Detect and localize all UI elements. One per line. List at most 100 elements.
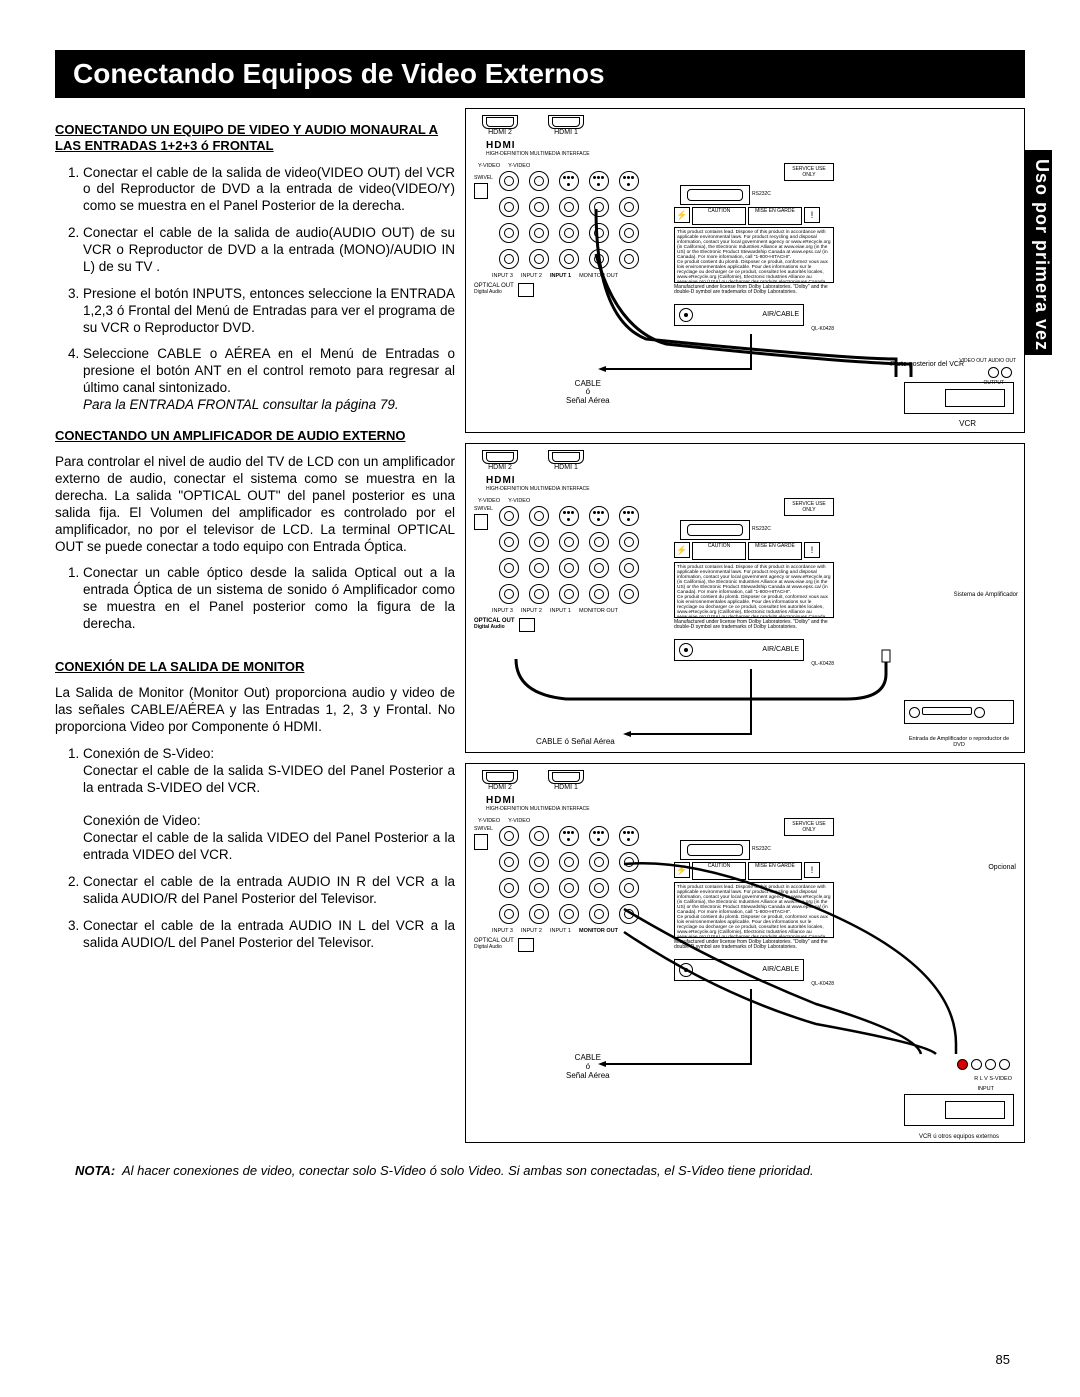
lbl: Y-VIDEO [478, 163, 500, 169]
lbl: INPUT 1 [550, 608, 571, 614]
lbl: Sistema de Amplificador [954, 592, 1018, 598]
lbl: Y-VIDEO [508, 163, 530, 169]
hdmi-sub: HIGH-DEFINITION MULTIMEDIA INTERFACE [486, 151, 1016, 157]
lbl: INPUT 3 [492, 273, 513, 279]
page-number: 85 [996, 1352, 1010, 1367]
hdmi-port [482, 115, 518, 129]
lbl: INPUT 3 [492, 608, 513, 614]
lbl: HDMI 1 [548, 464, 584, 471]
lbl: Manufactured under license from Dolby La… [674, 940, 834, 951]
content-area: CONECTANDO UN EQUIPO DE VIDEO Y AUDIO MO… [55, 108, 1025, 1153]
lbl: CABLE [575, 379, 601, 388]
optical-port [518, 283, 534, 297]
step-note: Para la ENTRADA FRONTAL consultar la pág… [83, 397, 399, 412]
hdmi-logo: HDMI [486, 140, 1016, 151]
lbl: MONITOR OUT [579, 608, 618, 614]
lbl: SERVICE USE ONLY [784, 498, 834, 516]
lbl: R L V S-VIDEO [974, 1076, 1012, 1082]
lbl: RS232C [752, 846, 771, 852]
section1-steps: Conectar el cable de la salida de video(… [55, 165, 455, 414]
step: Conectar el cable de la entrada AUDIO IN… [83, 918, 455, 952]
lbl: RS232C [752, 526, 771, 532]
diagram-3: HDMI 2 HDMI 1 HDMI HIGH-DEFINITION MULTI… [465, 763, 1025, 1143]
lbl: RS232C [752, 191, 771, 197]
lbl: QL-K0428 [674, 661, 834, 667]
lbl: Digital Audio [474, 944, 514, 950]
service-box: SERVICE USE ONLY [784, 163, 834, 181]
warning-icon: ⚡ [674, 207, 690, 223]
fine-print: This product contains lead. Dispose of t… [674, 227, 834, 283]
part-num: QL-K0428 [674, 326, 834, 332]
lbl: AUDIO OUT [988, 358, 1016, 364]
text-column: CONECTANDO UN EQUIPO DE VIDEO Y AUDIO MO… [55, 108, 455, 1153]
lbl: SWIVEL [474, 506, 493, 512]
lbl: VCR ú otros equipos externos [904, 1134, 1014, 1140]
lbl: HDMI 2 [482, 464, 518, 471]
lbl: VCR [959, 419, 976, 428]
lbl: Y-VIDEO [508, 818, 530, 824]
rca-r [957, 1059, 968, 1070]
lbl: Opcional [988, 864, 1016, 871]
lbl: HIGH-DEFINITION MULTIMEDIA INTERFACE [486, 806, 1016, 812]
rca-jack [1001, 367, 1012, 378]
lbl: AIR/CABLE [762, 646, 799, 653]
caution-box: MISE EN GARDE [748, 207, 802, 225]
port-grid [499, 171, 645, 271]
lbl: INPUT 1 [550, 928, 571, 934]
lbl: ó [586, 1062, 590, 1071]
lbl: Y-VIDEO [478, 498, 500, 504]
caution-box: CAUTION [692, 207, 746, 225]
air-cable-port: AIR/CABLE [674, 304, 804, 326]
rs232-port [680, 185, 750, 205]
lbl: CABLE ó Señal Aérea [536, 737, 615, 746]
step: Conectar el cable de la salida de audio(… [83, 225, 455, 276]
lbl: HDMI [486, 795, 1016, 806]
rca-l [971, 1059, 982, 1070]
warning-icon: ! [804, 207, 820, 223]
lbl: HIGH-DEFINITION MULTIMEDIA INTERFACE [486, 486, 1016, 492]
lbl: MONITOR OUT [579, 273, 618, 279]
step: Conectar el cable de la salida de video(… [83, 165, 455, 216]
page-title: Conectando Equipos de Video Externos [55, 50, 1025, 98]
lbl: CAUTION [692, 862, 746, 880]
diagram-2: HDMI 2 HDMI 1 HDMI HIGH-DEFINITION MULTI… [465, 443, 1025, 753]
lbl: CAUTION [692, 542, 746, 560]
section3-steps: Conexión de S-Video: Conectar el cable d… [55, 746, 455, 952]
step-text: Seleccione CABLE o AÉREA en el Menú de E… [83, 346, 455, 395]
vcr-box [904, 1094, 1014, 1126]
section2-heading: CONECTANDO UN AMPLIFICADOR DE AUDIO EXTE… [55, 428, 455, 444]
mfg-note: Manufactured under license from Dolby La… [674, 285, 834, 296]
section1-heading: CONECTANDO UN EQUIPO DE VIDEO Y AUDIO MO… [55, 122, 455, 155]
diagram-column: HDMI 2 HDMI 1 HDMI HIGH-DEFINITION MULTI… [465, 108, 1025, 1153]
lbl: INPUT 3 [492, 928, 513, 934]
swivel-lbl: SWIVEL [474, 175, 493, 181]
lbl: VIDEO OUT [959, 358, 987, 364]
lbl: Digital Audio [474, 624, 515, 630]
lbl: ó [586, 387, 590, 396]
vcr-box [904, 382, 1014, 414]
section3-para: La Salida de Monitor (Monitor Out) propo… [55, 685, 455, 736]
step: Conectar el cable de la entrada AUDIO IN… [83, 874, 455, 908]
note-text: Al hacer conexiones de video, conectar s… [122, 1163, 814, 1178]
lbl: Señal Aérea [566, 396, 610, 405]
side-tab: Uso por primera vez [1024, 150, 1052, 355]
lbl: SWIVEL [474, 826, 493, 832]
lbl: MISE EN GARDE [748, 862, 802, 880]
hdmi-port [548, 115, 584, 129]
rca-svid [999, 1059, 1010, 1070]
lbl: INPUT 2 [521, 928, 542, 934]
lbl: HDMI 1 [548, 784, 584, 791]
lbl: Manufactured under license from Dolby La… [674, 620, 834, 631]
lbl: HDMI [486, 475, 1016, 486]
lbl: Entrada de Amplificador o reproductor de… [904, 736, 1014, 748]
hdmi1-label: HDMI 1 [548, 129, 584, 136]
lbl: INPUT [978, 1086, 995, 1092]
lbl: AIR/CABLE [762, 966, 799, 973]
lbl: MONITOR OUT [579, 928, 618, 934]
footer-note: NOTA: NOTA: Al hacer conexiones de video… [55, 1163, 1025, 1178]
step: Seleccione CABLE o AÉREA en el Menú de E… [83, 346, 455, 414]
lbl: Y-VIDEO [508, 498, 530, 504]
lbl: Parte posterior del VCR [890, 361, 964, 368]
section2-para: Para controlar el nivel de audio del TV … [55, 454, 455, 555]
lbl: MISE EN GARDE [748, 542, 802, 560]
